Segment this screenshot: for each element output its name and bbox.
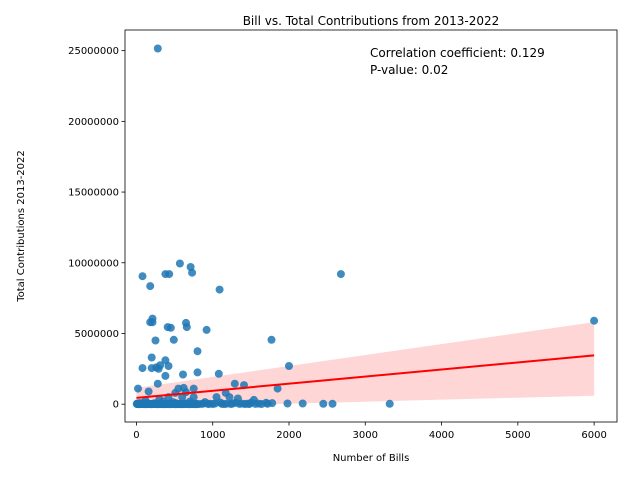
- data-point: [193, 368, 202, 377]
- data-point: [257, 400, 266, 408]
- data-point: [179, 370, 187, 379]
- data-point: [211, 399, 219, 408]
- y-tick-label: 25000000: [68, 46, 119, 57]
- data-point: [148, 318, 157, 327]
- data-point: [385, 399, 394, 408]
- plot-frame: [124, 29, 618, 423]
- regression-line: [136, 354, 595, 399]
- data-point: [590, 316, 599, 325]
- x-tick-label: 3000: [353, 430, 378, 441]
- data-point: [153, 44, 162, 53]
- x-tick-label: 4000: [429, 430, 454, 441]
- data-point: [153, 379, 162, 388]
- confidence-band: [136, 322, 595, 408]
- data-point: [225, 393, 234, 402]
- data-point: [193, 400, 202, 409]
- data-point: [228, 399, 237, 408]
- data-point: [171, 388, 180, 397]
- data-point: [189, 384, 198, 393]
- x-axis-label: Number of Bills: [333, 453, 410, 464]
- data-point: [161, 270, 170, 279]
- chart-title: Bill vs. Total Contributions from 2013-2…: [243, 14, 500, 28]
- y-tick-label: 15000000: [68, 188, 119, 199]
- data-point: [144, 387, 153, 396]
- data-point: [146, 282, 155, 291]
- regression-layer: [136, 354, 595, 399]
- data-point: [138, 272, 147, 281]
- data-point: [151, 336, 160, 345]
- data-point: [285, 362, 293, 370]
- data-point: [161, 371, 170, 380]
- data-point: [193, 347, 202, 356]
- data-point: [164, 362, 173, 370]
- p-value-annotation: P-value: 0.02: [370, 63, 448, 77]
- y-tick-label: 5000000: [74, 329, 119, 340]
- data-point: [156, 361, 165, 370]
- ticks-layer: 0 1000 2000 3000 4000 5000 6000 0 5000000 1000000…: [68, 46, 607, 441]
- y-tick-label: 20000000: [68, 117, 119, 128]
- data-point: [175, 259, 184, 268]
- data-point: [182, 323, 191, 332]
- data-point: [214, 369, 223, 378]
- axes-layer: [124, 29, 618, 423]
- data-point: [336, 270, 345, 279]
- y-tick-label: 0: [113, 400, 119, 411]
- data-point: [147, 353, 156, 362]
- data-point: [230, 379, 239, 388]
- data-point: [134, 384, 142, 393]
- data-point: [273, 384, 282, 393]
- y-tick-label: 10000000: [68, 258, 119, 269]
- data-point: [202, 325, 211, 334]
- x-tick-label: 0: [133, 430, 139, 441]
- data-point: [178, 393, 187, 402]
- x-tick-label: 5000: [505, 430, 530, 441]
- data-point: [138, 364, 147, 373]
- y-axis-label: Total Contributions 2013-2022: [16, 150, 27, 303]
- confidence-band-layer: [136, 322, 595, 408]
- data-point: [245, 400, 254, 409]
- data-point: [267, 335, 276, 344]
- data-point: [146, 400, 155, 408]
- data-point: [188, 268, 197, 277]
- x-tick-label: 6000: [581, 430, 606, 441]
- data-point: [169, 335, 178, 344]
- data-point: [328, 399, 337, 408]
- data-point: [319, 399, 328, 408]
- data-point: [298, 399, 307, 408]
- x-tick-label: 1000: [200, 430, 225, 441]
- data-points-layer: [132, 44, 599, 409]
- data-point: [283, 399, 292, 408]
- data-point: [263, 399, 272, 408]
- data-point: [215, 285, 224, 294]
- data-point: [166, 323, 175, 332]
- x-tick-label: 2000: [276, 430, 301, 441]
- correlation-annotation: Correlation coefficient: 0.129: [370, 46, 545, 60]
